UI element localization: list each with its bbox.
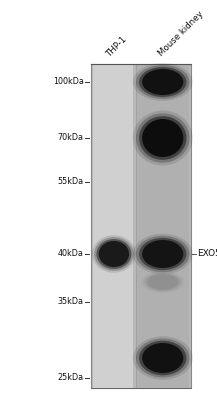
Text: THP-1: THP-1 xyxy=(105,34,130,58)
Text: 55kDa: 55kDa xyxy=(58,178,84,186)
Text: 35kDa: 35kDa xyxy=(58,298,84,306)
Ellipse shape xyxy=(133,110,193,166)
Ellipse shape xyxy=(143,272,182,292)
Bar xyxy=(137,64,189,388)
Text: 40kDa: 40kDa xyxy=(58,250,84,258)
Text: 25kDa: 25kDa xyxy=(58,374,84,382)
Ellipse shape xyxy=(133,63,193,101)
Ellipse shape xyxy=(136,65,190,99)
Ellipse shape xyxy=(133,234,193,274)
Ellipse shape xyxy=(142,240,183,268)
Ellipse shape xyxy=(136,338,190,378)
Text: 100kDa: 100kDa xyxy=(53,78,84,86)
Text: Mouse kidney: Mouse kidney xyxy=(156,9,205,58)
Ellipse shape xyxy=(142,343,183,373)
Ellipse shape xyxy=(136,236,190,272)
Ellipse shape xyxy=(139,116,186,160)
Ellipse shape xyxy=(96,239,132,269)
Ellipse shape xyxy=(99,241,129,267)
Text: 70kDa: 70kDa xyxy=(58,134,84,142)
Ellipse shape xyxy=(139,238,186,270)
Ellipse shape xyxy=(139,341,186,375)
Ellipse shape xyxy=(142,69,183,95)
Ellipse shape xyxy=(148,274,178,290)
Text: EXO5: EXO5 xyxy=(197,250,217,258)
Ellipse shape xyxy=(136,113,190,163)
Bar xyxy=(93,64,133,388)
Ellipse shape xyxy=(94,237,134,271)
Ellipse shape xyxy=(142,119,183,157)
Bar xyxy=(91,64,191,388)
Ellipse shape xyxy=(133,336,193,380)
Ellipse shape xyxy=(145,273,180,291)
Ellipse shape xyxy=(92,235,136,273)
Ellipse shape xyxy=(139,67,186,97)
Ellipse shape xyxy=(141,271,185,293)
